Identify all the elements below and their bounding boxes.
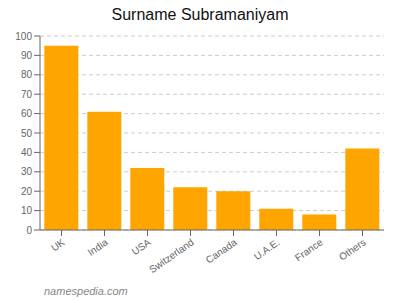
- svg-text:U.A.E.: U.A.E.: [252, 236, 282, 262]
- html-text:namespedia.com: namespedia.com: [44, 285, 128, 297]
- svg-text:20: 20: [21, 186, 33, 197]
- svg-text:0: 0: [26, 225, 32, 236]
- svg-text:India: India: [86, 236, 110, 258]
- svg-text:60: 60: [21, 108, 33, 119]
- svg-text:Canada: Canada: [204, 236, 239, 265]
- svg-text:France: France: [293, 236, 325, 263]
- svg-text:Others: Others: [337, 236, 368, 262]
- svg-text:40: 40: [21, 147, 33, 158]
- svg-text:70: 70: [21, 89, 33, 100]
- svg-text:90: 90: [21, 50, 33, 61]
- svg-text:USA: USA: [130, 236, 153, 257]
- svg-text:100: 100: [15, 31, 32, 42]
- svg-text:80: 80: [21, 69, 33, 80]
- svg-text:50: 50: [21, 128, 33, 139]
- svg-text:10: 10: [21, 205, 33, 216]
- svg-text:UK: UK: [49, 236, 67, 253]
- svg-text:Switzerland: Switzerland: [147, 236, 196, 275]
- html-text:Surname Subramaniyam: Surname Subramaniyam: [111, 6, 289, 23]
- svg-text:30: 30: [21, 166, 33, 177]
